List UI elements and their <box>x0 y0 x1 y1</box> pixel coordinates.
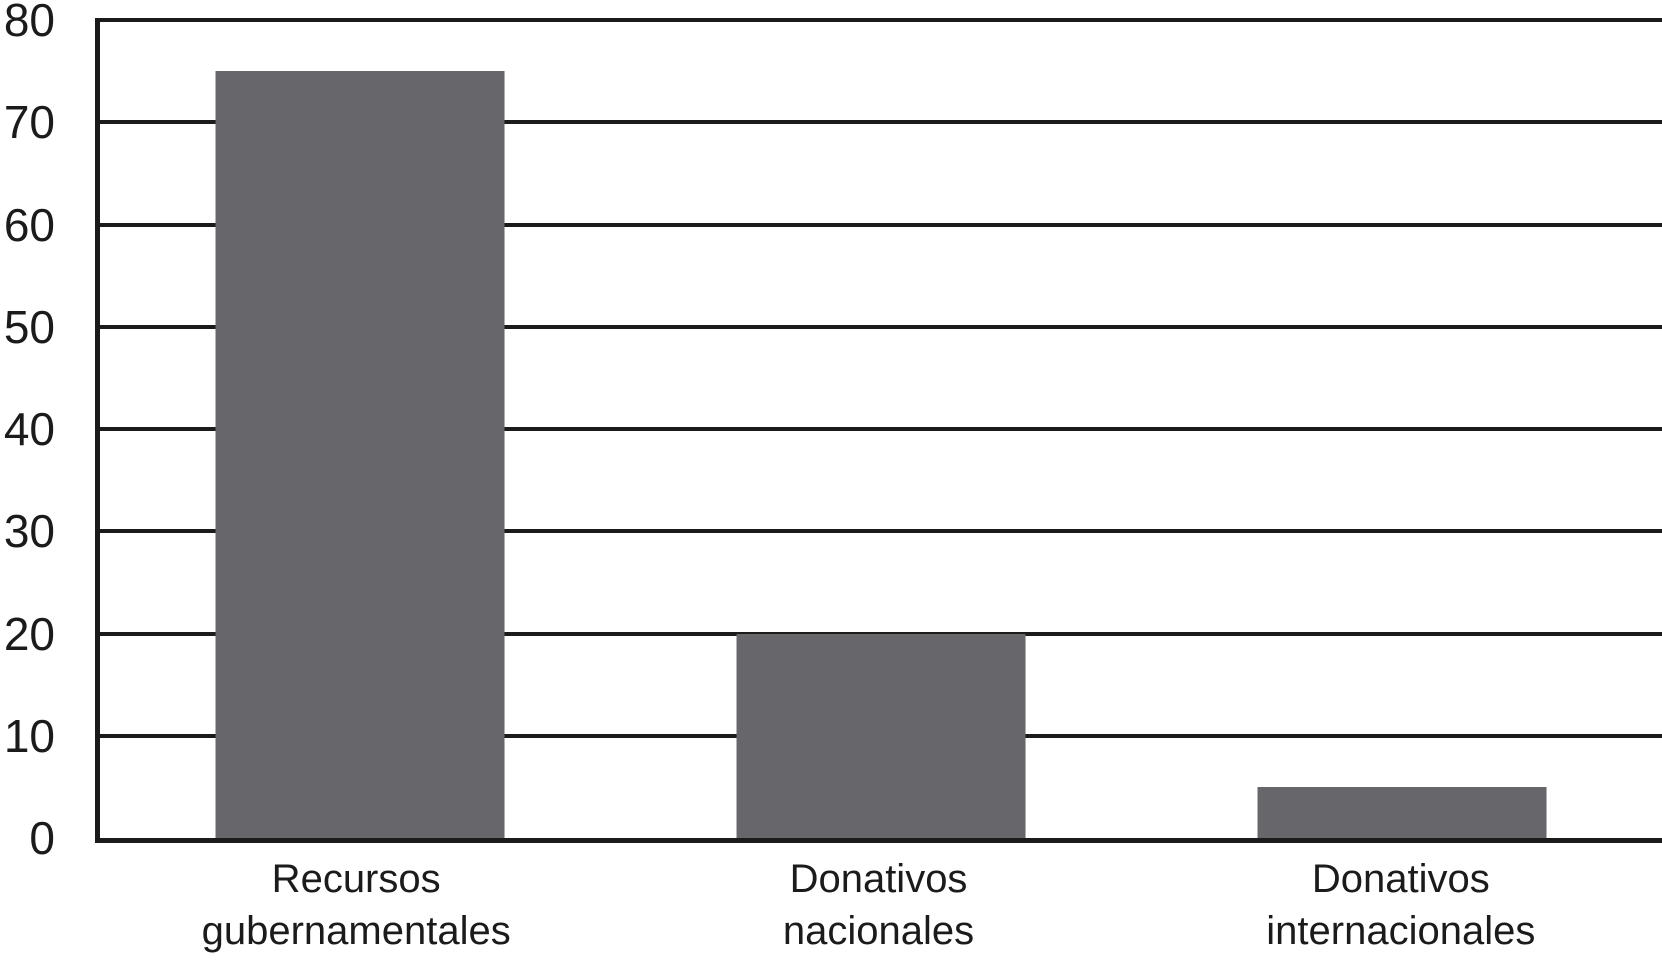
x-axis-category-label: Recursos gubernamentales <box>201 857 511 953</box>
plot-area <box>95 18 1662 843</box>
gridline <box>95 222 1662 227</box>
gridline <box>95 120 1662 125</box>
y-axis-tick-label: 50 <box>3 300 55 353</box>
y-axis-tick-label: 30 <box>3 505 55 558</box>
y-axis-tick-label: 40 <box>3 403 55 455</box>
y-axis-tick-label: 10 <box>3 709 55 762</box>
x-axis-category-label: Donativos nacionales <box>782 857 975 953</box>
bar <box>215 71 505 838</box>
bar <box>736 633 1026 838</box>
x-axis-category-label: Donativos internacionales <box>1266 857 1536 953</box>
y-axis-tick-label: 20 <box>3 607 55 660</box>
y-axis-tick-label: 80 <box>3 0 55 46</box>
y-axis-tick-label: 70 <box>3 96 55 149</box>
gridline <box>95 324 1662 329</box>
gridline <box>95 529 1662 534</box>
y-axis-tick-label: 60 <box>3 198 55 251</box>
x-axis: Recursos gubernamentales Donativos nacion… <box>95 853 1662 980</box>
bar <box>1257 786 1547 838</box>
y-axis: 0 10 20 30 40 50 60 70 80 <box>0 0 55 861</box>
gridline <box>95 18 1662 22</box>
y-axis-tick-label: 0 <box>29 812 55 864</box>
gridline <box>95 427 1662 431</box>
